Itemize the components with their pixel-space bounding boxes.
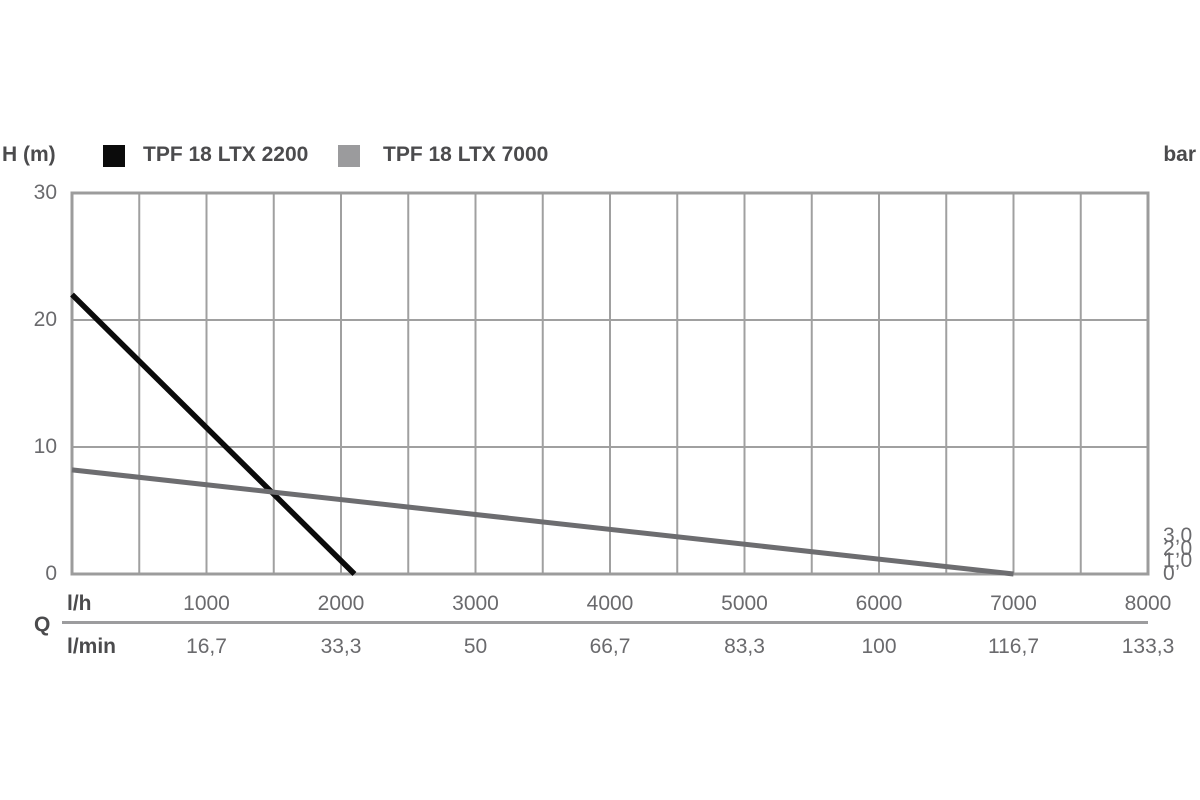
x-axis-quantity-label: Q xyxy=(34,613,51,636)
series-line-tpf-18-ltx-2200 xyxy=(70,292,357,576)
legend-label-series-1: TPF 18 LTX 2200 xyxy=(143,143,309,166)
y-axis-tick-right: 1,0 xyxy=(1163,549,1193,573)
x-axis-tick-lh: 4000 xyxy=(586,592,634,615)
x-axis-tick-lh: 2000 xyxy=(317,592,365,615)
y-axis-tick-left: 30 xyxy=(33,181,57,204)
plot-border xyxy=(70,191,1150,576)
left-axis-unit-label: H (m) xyxy=(2,143,56,166)
x-axis-unit-lh-label: l/h xyxy=(67,592,92,615)
y-axis-tick-left: 10 xyxy=(33,435,57,458)
x-axis-tick-lmin: 116,7 xyxy=(988,635,1039,658)
x-axis-tick-lmin: 100 xyxy=(861,635,897,658)
y-axis-tick-right: 2,0 xyxy=(1163,536,1193,560)
x-axis-unit-lmin-label: l/min xyxy=(67,635,117,658)
x-axis-tick-lmin: 50 xyxy=(463,635,488,658)
x-axis-tick-lh: 3000 xyxy=(452,592,499,615)
x-axis-tick-lh: 1000 xyxy=(183,592,230,615)
legend-label-series-2: TPF 18 LTX 7000 xyxy=(383,143,549,166)
x-axis-tick-lmin: 133,3 xyxy=(1121,635,1175,658)
x-axis-tick-lh: 5000 xyxy=(721,592,768,615)
right-axis-unit-label: bar xyxy=(1163,143,1196,166)
y-axis-tick-right: 3,0 xyxy=(1163,523,1193,547)
x-axis-tick-lh: 8000 xyxy=(1124,592,1172,615)
series-line-tpf-18-ltx-7000 xyxy=(71,467,1014,577)
x-axis-tick-lmin: 83,3 xyxy=(724,635,765,658)
legend-swatch-series-1 xyxy=(103,145,125,167)
y-axis-tick-left: 0 xyxy=(45,562,57,585)
x-axis-tick-lmin: 16,7 xyxy=(186,635,227,658)
y-axis-tick-right: 0 xyxy=(1163,562,1175,585)
x-axis-tick-lh: 6000 xyxy=(855,592,903,615)
y-axis-tick-left: 20 xyxy=(33,308,57,331)
x-axis-tick-lh: 7000 xyxy=(990,592,1037,615)
legend-swatch-series-2 xyxy=(338,145,360,167)
x-axis-separator-line xyxy=(62,621,1148,624)
x-axis-tick-lmin: 66,7 xyxy=(589,635,631,658)
x-axis-tick-lmin: 33,3 xyxy=(320,635,362,658)
